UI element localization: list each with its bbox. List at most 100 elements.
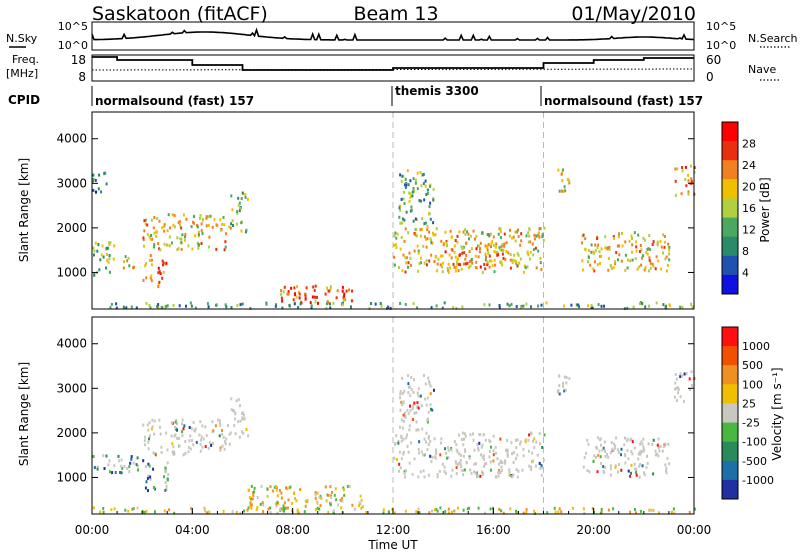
data-cell xyxy=(330,496,333,500)
data-cell xyxy=(426,448,429,452)
data-cell xyxy=(166,478,169,482)
data-cell xyxy=(333,493,336,497)
data-cell xyxy=(304,297,307,301)
data-cell xyxy=(306,499,309,502)
data-cell xyxy=(427,410,430,414)
data-cell xyxy=(429,440,432,443)
data-cell xyxy=(529,250,532,254)
data-cell xyxy=(428,435,430,439)
data-cell xyxy=(425,193,428,196)
data-cell xyxy=(604,455,607,458)
data-cell xyxy=(674,381,677,385)
data-cell xyxy=(163,242,166,246)
colorbar-tick-label: 25 xyxy=(742,397,756,410)
data-cell xyxy=(479,433,482,437)
data-cell xyxy=(485,461,488,465)
data-cell xyxy=(469,234,472,238)
data-cell xyxy=(230,397,233,401)
time-tick-label: 04:00 xyxy=(175,523,210,537)
data-cell xyxy=(690,302,692,306)
data-cell xyxy=(441,306,444,310)
data-cell xyxy=(293,302,296,306)
data-cell xyxy=(535,266,538,270)
data-cell xyxy=(511,258,514,262)
data-cell xyxy=(587,248,590,252)
data-cell xyxy=(455,262,458,266)
data-cell xyxy=(513,253,516,257)
data-cell xyxy=(510,441,513,445)
data-cell xyxy=(585,451,587,455)
data-cell xyxy=(205,434,208,437)
data-cell xyxy=(515,509,517,513)
data-cell xyxy=(183,424,186,428)
colorbar-swatch xyxy=(722,217,738,238)
data-cell xyxy=(440,437,443,441)
data-cell xyxy=(206,302,209,306)
data-cell xyxy=(578,305,580,309)
data-cell xyxy=(631,452,634,456)
data-cell xyxy=(205,215,208,219)
data-cell xyxy=(614,444,617,448)
data-cell xyxy=(690,177,693,181)
cpid-segment-1: normalsound (fast) 157 xyxy=(95,94,254,108)
data-cell xyxy=(455,448,458,452)
data-cell xyxy=(648,256,651,260)
data-cell xyxy=(171,213,174,217)
data-cell xyxy=(239,207,241,210)
data-cell xyxy=(204,509,207,513)
time-tick-label: 08:00 xyxy=(275,523,310,537)
data-cell xyxy=(455,461,458,465)
data-cell xyxy=(345,289,348,293)
data-cell xyxy=(287,292,290,296)
data-cell xyxy=(109,306,112,310)
data-cell xyxy=(237,420,240,424)
data-cell xyxy=(96,249,99,253)
data-cell xyxy=(410,208,413,212)
data-cell xyxy=(132,461,135,465)
data-cell xyxy=(108,459,111,463)
y-tick-label: 3000 xyxy=(56,381,87,395)
data-cell xyxy=(654,267,657,271)
data-cell xyxy=(316,491,319,495)
data-cell xyxy=(642,236,645,240)
y-tick-label: 4000 xyxy=(56,337,87,351)
data-cell xyxy=(167,472,170,476)
data-cell xyxy=(612,235,615,239)
data-cell xyxy=(341,496,344,500)
data-cell xyxy=(482,454,485,458)
data-cell xyxy=(531,451,534,455)
data-cell xyxy=(423,374,425,377)
velocity-panel-frame xyxy=(91,316,695,515)
data-cell xyxy=(511,475,514,478)
data-cell xyxy=(102,507,105,510)
data-cell xyxy=(522,454,525,458)
data-cell xyxy=(399,221,402,225)
data-cell xyxy=(92,173,95,177)
nsky-panel xyxy=(91,21,695,51)
data-cell xyxy=(184,235,186,239)
data-cell xyxy=(425,221,427,225)
data-cell xyxy=(227,424,229,428)
data-cell xyxy=(596,470,599,474)
data-cell xyxy=(413,401,416,405)
data-cell xyxy=(633,446,636,450)
data-cell xyxy=(433,260,436,263)
data-cell xyxy=(656,443,659,447)
data-cell xyxy=(430,241,433,245)
data-cell xyxy=(515,261,518,265)
data-cell xyxy=(664,442,667,446)
data-cell xyxy=(389,306,392,310)
data-cell xyxy=(431,455,434,459)
cpid-segment-2: themis 3300 xyxy=(395,84,479,98)
data-cell xyxy=(182,453,185,457)
data-cell xyxy=(400,457,403,461)
data-cell xyxy=(214,424,217,428)
data-cell xyxy=(283,501,286,505)
data-cell xyxy=(454,269,457,273)
data-cell xyxy=(157,266,160,270)
data-cell xyxy=(499,236,502,240)
data-cell xyxy=(631,250,633,254)
data-cell xyxy=(510,302,513,306)
data-cell xyxy=(610,473,612,477)
